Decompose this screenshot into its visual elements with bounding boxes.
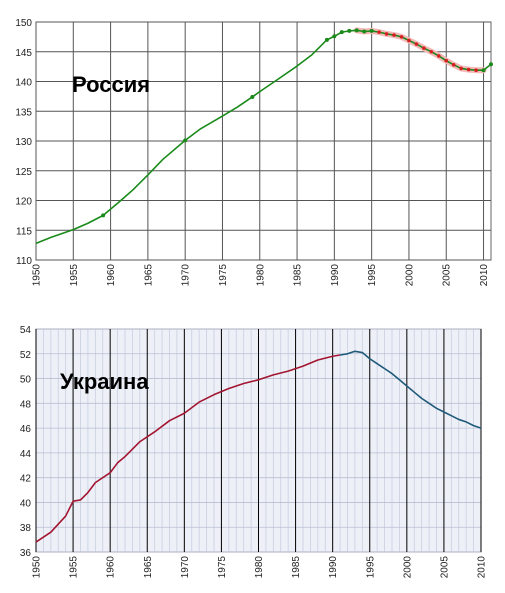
russia-grid bbox=[35, 21, 491, 261]
russia-marker-red bbox=[384, 32, 389, 36]
ukraine-x-tick-label: 2010 bbox=[477, 556, 488, 579]
russia-marker-red bbox=[474, 68, 478, 72]
russia-marker-red bbox=[377, 30, 381, 34]
russia-marker-red bbox=[407, 38, 411, 43]
russia-x-tick-label: 1995 bbox=[367, 264, 378, 287]
russia-marker-green bbox=[324, 37, 329, 42]
russia-marker-green bbox=[354, 28, 359, 33]
russia-y-ticks: 110 115 120 125 130 135 140 145 150 bbox=[15, 18, 32, 267]
ukraine-y-tick-label: 50 bbox=[20, 375, 32, 386]
russia-y-tick-label: 135 bbox=[15, 107, 32, 118]
ukraine-x-tick-label: 1980 bbox=[254, 556, 265, 579]
russia-marker-green bbox=[183, 138, 188, 143]
russia-x-tick-label: 1975 bbox=[218, 264, 229, 287]
russia-marker-green bbox=[347, 28, 352, 33]
russia-marker-red bbox=[436, 54, 441, 58]
russia-y-tick-label: 150 bbox=[15, 18, 32, 29]
russia-x-tick-label: 1990 bbox=[330, 264, 341, 287]
russia-x-ticks: 1950 1955 1960 1965 1970 1975 1980 1985 1990 1995… bbox=[32, 264, 491, 287]
ukraine-y-tick-label: 44 bbox=[20, 449, 32, 460]
russia-x-tick-label: 2005 bbox=[442, 264, 453, 287]
russia-marker-green bbox=[332, 34, 337, 39]
ukraine-x-tick-label: 1970 bbox=[180, 556, 191, 579]
ukraine-x-tick-label: 1990 bbox=[328, 556, 339, 579]
russia-y-tick-label: 140 bbox=[15, 78, 32, 89]
russia-x-tick-label: 2010 bbox=[479, 264, 490, 287]
ukraine-x-ticks: 1950 1955 1960 1965 1970 1975 1980 1985 1990 1995… bbox=[32, 556, 488, 579]
ukraine-x-tick-label: 1960 bbox=[106, 556, 117, 579]
ukraine-grid bbox=[35, 328, 482, 553]
ukraine-y-tick-label: 36 bbox=[20, 548, 32, 559]
ukraine-x-tick-label: 1950 bbox=[32, 556, 43, 579]
russia-x-tick-label: 1980 bbox=[255, 264, 266, 287]
russia-x-tick-label: 2000 bbox=[404, 264, 415, 287]
russia-marker-red bbox=[466, 67, 471, 72]
russia-marker-red bbox=[459, 66, 463, 71]
russia-marker-red bbox=[429, 49, 434, 54]
russia-marker-red bbox=[392, 33, 396, 37]
russia-marker-green bbox=[250, 94, 255, 99]
ukraine-y-ticks: 36 38 40 42 44 46 48 50 52 54 bbox=[20, 325, 32, 559]
russia-markers bbox=[101, 28, 493, 218]
ukraine-x-tick-label: 1955 bbox=[69, 556, 80, 579]
russia-y-tick-label: 145 bbox=[15, 48, 32, 59]
russia-marker-green bbox=[362, 29, 367, 34]
ukraine-x-tick-label: 2000 bbox=[402, 556, 413, 579]
ukraine-x-tick-label: 2005 bbox=[439, 556, 450, 579]
russia-marker-red bbox=[444, 58, 449, 63]
russia-x-tick-label: 1955 bbox=[69, 264, 80, 287]
ukraine-y-tick-label: 40 bbox=[20, 498, 32, 509]
russia-marker-green bbox=[339, 30, 344, 35]
russia-chart-title: Россия bbox=[72, 72, 150, 97]
russia-x-tick-label: 1970 bbox=[181, 264, 192, 287]
russia-x-tick-label: 1965 bbox=[143, 264, 154, 287]
russia-marker-green bbox=[481, 68, 486, 73]
ukraine-y-tick-label: 52 bbox=[20, 350, 32, 361]
russia-y-tick-label: 125 bbox=[15, 167, 32, 178]
russia-marker-red bbox=[451, 63, 456, 67]
ukraine-line bbox=[35, 354, 341, 543]
russia-marker-red bbox=[414, 42, 419, 46]
ukraine-x-tick-label: 1965 bbox=[143, 556, 154, 579]
russia-y-tick-label: 120 bbox=[15, 197, 32, 208]
ukraine-y-tick-label: 38 bbox=[20, 523, 32, 534]
ukraine-chart-title: Украина bbox=[60, 369, 149, 394]
russia-chart: 110 115 120 125 130 135 140 145 150 1950 1955 1960… bbox=[15, 18, 493, 287]
ukraine-x-tick-label: 1995 bbox=[365, 556, 376, 579]
russia-x-tick-label: 1985 bbox=[293, 264, 304, 287]
russia-y-tick-label: 115 bbox=[16, 226, 32, 237]
russia-marker-green bbox=[369, 28, 374, 33]
ukraine-series-lines bbox=[35, 350, 482, 543]
russia-marker-green bbox=[101, 213, 106, 218]
ukraine-y-tick-label: 46 bbox=[20, 424, 32, 435]
russia-x-tick-label: 1950 bbox=[32, 264, 43, 287]
ukraine-y-tick-label: 54 bbox=[20, 325, 32, 336]
russia-marker-red bbox=[399, 35, 404, 39]
ukraine-x-tick-label: 1985 bbox=[291, 556, 302, 579]
ukraine-y-tick-label: 42 bbox=[20, 474, 32, 485]
russia-marker-green bbox=[489, 62, 493, 67]
blank-box bbox=[59, 296, 172, 326]
russia-y-tick-label: 110 bbox=[16, 256, 32, 267]
ukraine-y-tick-label: 48 bbox=[20, 399, 32, 410]
russia-marker-red bbox=[422, 46, 426, 50]
russia-y-tick-label: 130 bbox=[15, 137, 32, 148]
ukraine-chart: 36 38 40 42 44 46 48 50 52 54 1950 1955 1960 1965 197… bbox=[20, 325, 488, 579]
russia-x-tick-label: 1960 bbox=[106, 264, 117, 287]
ukraine-line bbox=[339, 350, 482, 429]
ukraine-x-tick-label: 1975 bbox=[217, 556, 228, 579]
